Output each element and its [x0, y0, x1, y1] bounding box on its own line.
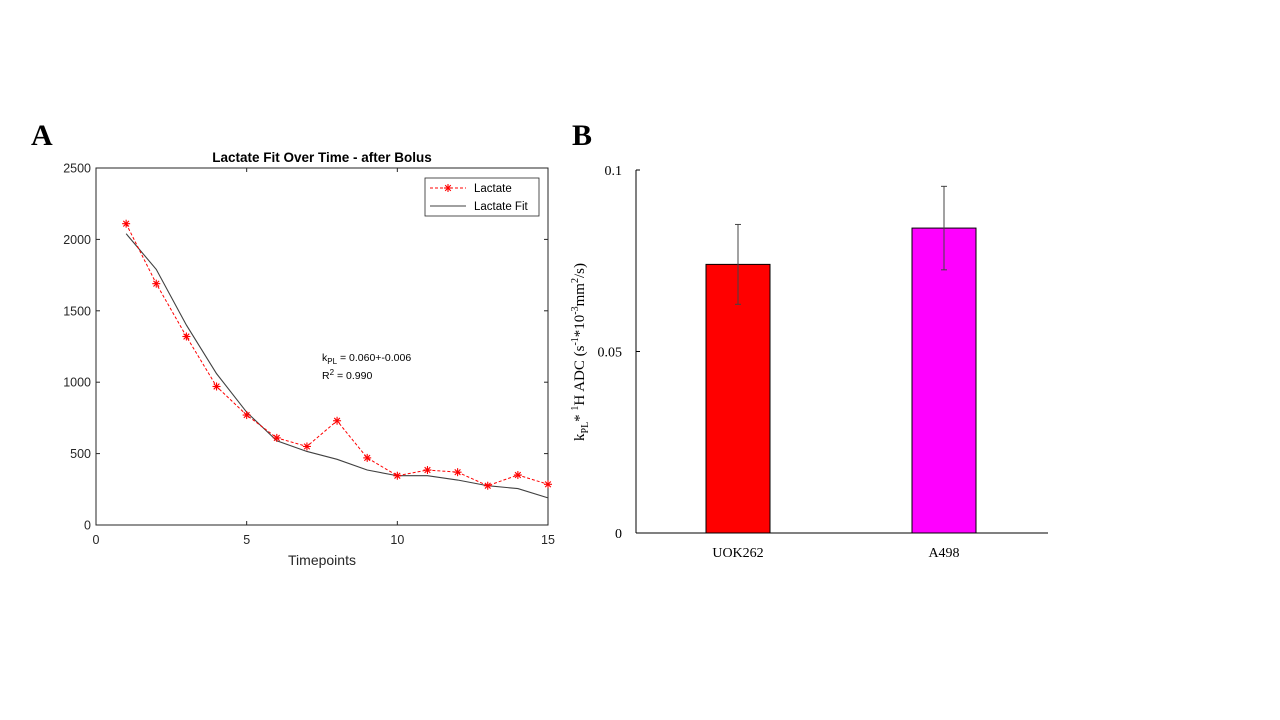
- chart-a-ytick-label: 2500: [63, 162, 91, 176]
- legend-fit-label: Lactate Fit: [474, 201, 528, 213]
- lactate-point: [242, 411, 251, 420]
- chart-a-xtick-label: 5: [243, 533, 250, 547]
- panel-a-label: A: [31, 119, 53, 152]
- chart-b-ytick-label: 0.05: [598, 346, 623, 361]
- category-label-a498: A498: [928, 546, 959, 561]
- lactate-point: [272, 433, 281, 442]
- series-lactate-fit-line: [125, 233, 549, 499]
- chart-a-ytick-label: 2000: [63, 233, 91, 247]
- lactate-point: [363, 453, 372, 462]
- bar-uok262: [705, 263, 771, 534]
- chart-a-xtick-label: 15: [541, 533, 555, 547]
- chart-a-xtick-label: 0: [93, 533, 100, 547]
- chart-a-ytick-label: 500: [70, 447, 91, 461]
- lactate-point: [544, 480, 552, 489]
- error-bar-a498: [941, 185, 947, 271]
- lactate-point: [302, 442, 311, 451]
- chart-a-legend: Lactate Lactate Fit: [424, 177, 540, 217]
- chart-b-ylabel: kPL* 1H ADC (s-1*10-3mm2/s): [570, 263, 591, 441]
- chart-a-ytick-label: 1000: [63, 376, 91, 390]
- lactate-point: [182, 332, 191, 341]
- chart-a-ytick-label: 0: [84, 519, 91, 533]
- lactate-point: [393, 471, 402, 480]
- bar-a498: [911, 227, 977, 534]
- category-label-uok262: UOK262: [712, 546, 763, 561]
- chart-a-title: Lactate Fit Over Time - after Bolus: [212, 150, 432, 165]
- lactate-point: [513, 471, 522, 480]
- chart-a-xlabel: Timepoints: [288, 552, 356, 568]
- chart-a-xtick-label: 10: [390, 533, 404, 547]
- legend-box: [424, 177, 540, 217]
- lactate-point: [152, 279, 161, 288]
- legend-star-icon: [444, 184, 452, 192]
- chart-b-ytick-label: 0.1: [605, 164, 623, 179]
- kpl-annotation: kPL = 0.060+-0.006: [322, 352, 411, 366]
- legend-lactate-label: Lactate: [474, 183, 512, 195]
- lactate-point: [423, 466, 432, 475]
- error-bar-uok262: [735, 223, 741, 305]
- lactate-point: [122, 219, 131, 228]
- chart-b-ytick-label: 0: [615, 527, 622, 542]
- lactate-point: [212, 382, 221, 391]
- lactate-point: [483, 481, 492, 490]
- r2-annotation: R2 = 0.990: [322, 368, 372, 382]
- panel-b-label: B: [572, 119, 593, 152]
- lactate-point: [453, 468, 462, 477]
- chart-a-ytick-label: 1500: [63, 304, 91, 318]
- legend-lactate-marker: [444, 184, 452, 192]
- chart-a-plot-frame: [95, 167, 549, 526]
- lactate-point: [333, 416, 342, 425]
